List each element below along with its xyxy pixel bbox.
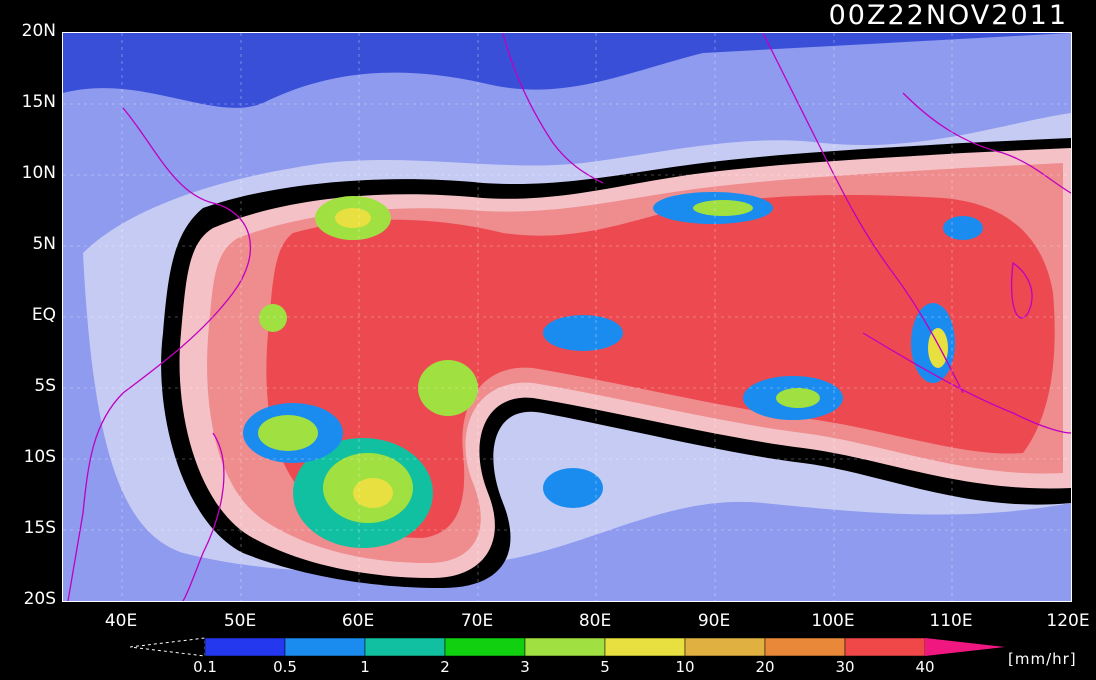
grid-lines <box>63 33 1071 601</box>
colorbar-tick-label: 10 <box>675 658 695 676</box>
wet-red-region <box>266 195 1055 538</box>
lat-label-20n: 20N <box>21 21 56 41</box>
colorbar-tick-label: 2 <box>440 658 450 676</box>
rainfall-map <box>62 32 1072 602</box>
colorbar-box <box>444 637 526 657</box>
colorbar-tick-label: 1 <box>360 658 370 676</box>
colorbar-tick-label: 20 <box>755 658 775 676</box>
coastlines <box>67 33 1071 601</box>
timestamp-label: 00Z22NOV2011 <box>828 0 1068 31</box>
colorbar-box <box>284 637 366 657</box>
colorbar-box <box>524 637 606 657</box>
colorbar <box>130 637 1005 657</box>
colorbar-tick-label: 0.5 <box>273 658 297 676</box>
lat-label-10s: 10S <box>23 447 56 467</box>
colorbar-low-arrow <box>130 637 206 657</box>
colorbar-high-arrow <box>925 638 1005 656</box>
colorbar-tick-label: 30 <box>835 658 855 676</box>
colorbar-box <box>604 637 686 657</box>
colorbar-tick-label: 40 <box>915 658 935 676</box>
lon-label-70e: 70E <box>460 611 494 631</box>
lat-label-20s: 20S <box>23 589 56 609</box>
lon-label-110e: 110E <box>929 611 973 631</box>
lat-label-10n: 10N <box>21 163 56 183</box>
lon-label-60e: 60E <box>341 611 375 631</box>
colorbar-box <box>204 637 286 657</box>
lon-label-100e: 100E <box>811 611 855 631</box>
colorbar-box <box>764 637 846 657</box>
lat-label-15n: 15N <box>21 92 56 112</box>
lon-label-50e: 50E <box>223 611 257 631</box>
lon-label-90e: 90E <box>697 611 731 631</box>
colorbar-box <box>844 637 926 657</box>
lon-label-80e: 80E <box>578 611 612 631</box>
lon-label-40e: 40E <box>104 611 138 631</box>
lat-label-5n: 5N <box>32 234 56 254</box>
colorbar-tick-label: 5 <box>600 658 610 676</box>
units-label: [mm/hr] <box>1008 650 1077 668</box>
lat-label-5s: 5S <box>34 376 56 396</box>
lat-label-eq: EQ <box>31 305 56 325</box>
colorbar-box <box>364 637 446 657</box>
rainfall-field <box>63 33 1071 601</box>
convective-cells <box>243 192 983 548</box>
colorbar-tick-label: 3 <box>520 658 530 676</box>
lon-label-120e: 120E <box>1046 611 1090 631</box>
colorbar-box <box>684 637 766 657</box>
colorbar-tick-label: 0.1 <box>193 658 217 676</box>
lat-label-15s: 15S <box>23 518 56 538</box>
